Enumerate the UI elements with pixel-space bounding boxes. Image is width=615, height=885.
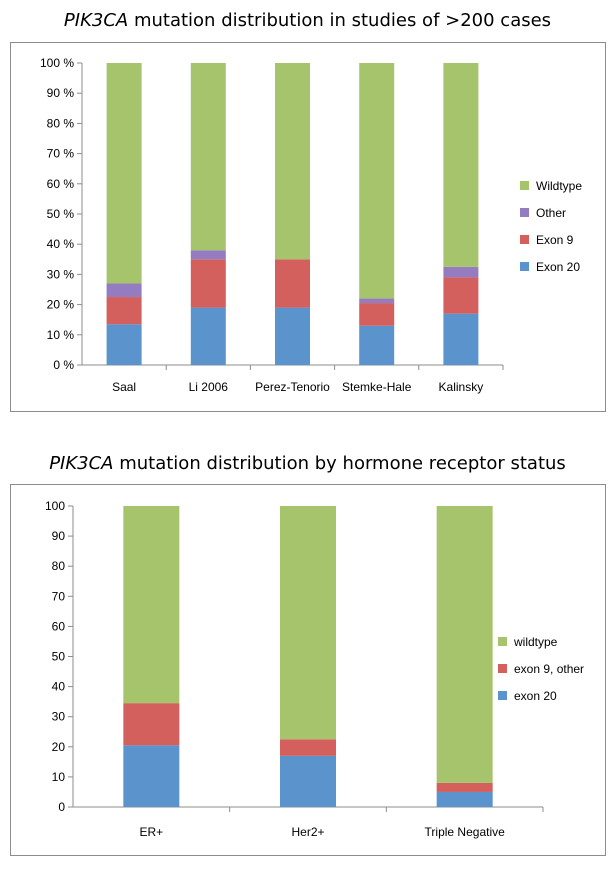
chart-title-text: mutation distribution in studies of >200… <box>128 10 552 31</box>
legend-label: exon 9, other <box>514 662 584 676</box>
y-tick-label: 100 % <box>40 56 74 70</box>
legend-label: Other <box>536 206 566 220</box>
y-tick-label: 10 <box>52 770 66 784</box>
bar-segment-wildtype <box>443 63 479 267</box>
chart-title: PIK3CA mutation distribution in studies … <box>0 10 615 31</box>
bar-segment-exon-20 <box>106 324 142 365</box>
bar-segment-wildtype <box>436 506 493 783</box>
bar-segment-exon-20 <box>280 755 336 807</box>
studies-chart-frame: 0 % 10 % 20 % 30 % 40 % 50 % 60 % 70 % 80 % 90 % 1… <box>10 42 606 412</box>
y-tick-label: 80 <box>52 559 66 573</box>
y-tick-label: 40 <box>52 680 66 694</box>
legend-swatch <box>498 637 507 646</box>
legend-swatch <box>520 235 529 244</box>
bar-segment-exon-9-other <box>280 739 336 756</box>
bar-segment-other <box>359 298 395 304</box>
bar-segment-exon-9-other <box>436 782 493 792</box>
y-tick-label: 30 % <box>47 267 75 281</box>
x-category-label: Saal <box>112 380 136 394</box>
legend-swatch <box>498 664 507 673</box>
y-tick-label: 90 % <box>47 86 75 100</box>
receptor-chart-frame: 0 10 20 30 40 50 60 70 80 90 100 ER+ Her2+ Triple Neg… <box>10 484 606 856</box>
bar-segment-wildtype <box>190 63 226 251</box>
receptor-stacked-bar-chart: 0 10 20 30 40 50 60 70 80 90 100 ER+ Her2+ Triple Neg… <box>45 499 584 839</box>
studies-stacked-bar-chart: 0 % 10 % 20 % 30 % 40 % 50 % 60 % 70 % 80 % 90 % 1… <box>40 56 582 394</box>
bar-segment-wildtype <box>359 63 395 299</box>
x-category-label: Triple Negative <box>425 825 506 839</box>
legend-label: wildtype <box>513 635 558 649</box>
bar-segment-wildtype <box>275 63 310 260</box>
legend-label: Wildtype <box>536 179 582 193</box>
bar-segment-exon-20 <box>190 307 226 365</box>
bar-segment-wildtype <box>280 506 336 740</box>
y-tick-label: 70 <box>52 589 66 603</box>
y-tick-label: 30 <box>52 710 66 724</box>
y-tick-label: 100 <box>45 499 65 513</box>
bar-segment-exon-20 <box>443 313 479 365</box>
bar-segment-wildtype <box>106 63 142 284</box>
y-tick-label: 90 <box>52 529 66 543</box>
bar-segment-exon-9 <box>359 303 395 326</box>
y-tick-label: 50 <box>52 650 66 664</box>
bar-segment-exon-9-other <box>123 703 180 746</box>
y-tick-label: 0 <box>58 800 65 814</box>
bar-segment-exon-9 <box>443 277 479 314</box>
chart-title-gene: PIK3CA <box>49 453 114 474</box>
bar-segment-exon-20 <box>123 745 180 807</box>
legend-label: Exon 20 <box>536 260 580 274</box>
bar-segment-exon-9 <box>190 259 226 308</box>
x-category-label: Li 2006 <box>189 380 229 394</box>
legend-label: Exon 9 <box>536 233 574 247</box>
x-category-label: Kalinsky <box>439 380 484 394</box>
x-category-label: Her2+ <box>291 825 324 839</box>
bar-segment-other <box>190 250 226 260</box>
y-tick-label: 80 % <box>47 116 75 130</box>
bar-segment-exon-9 <box>275 259 310 308</box>
chart-title: PIK3CA mutation distribution by hormone … <box>0 453 615 474</box>
y-tick-label: 70 % <box>47 147 75 161</box>
legend-swatch <box>520 181 529 190</box>
y-tick-label: 20 % <box>47 298 75 312</box>
bar-segment-other <box>106 283 142 298</box>
y-tick-label: 0 % <box>53 358 74 372</box>
legend-swatch <box>520 208 529 217</box>
bar-segment-exon-9 <box>106 297 142 325</box>
y-tick-label: 20 <box>52 740 66 754</box>
y-tick-label: 40 % <box>47 237 75 251</box>
y-tick-label: 10 % <box>47 328 75 342</box>
bar-segment-exon-20 <box>436 791 493 807</box>
legend-swatch <box>520 262 529 271</box>
chart-title-text: mutation distribution by hormone recepto… <box>113 453 566 474</box>
bar-segment-exon-20 <box>275 307 310 365</box>
bar-segment-other <box>443 266 479 278</box>
bar-segment-wildtype <box>123 506 180 704</box>
y-tick-label: 60 % <box>47 177 75 191</box>
y-tick-label: 50 % <box>47 207 75 221</box>
bar-segment-exon-20 <box>359 325 395 365</box>
x-category-label: Perez-Tenorio <box>255 380 330 394</box>
legend-swatch <box>498 691 507 700</box>
y-tick-label: 60 <box>52 619 66 633</box>
legend-label: exon 20 <box>514 689 557 703</box>
x-category-label: Stemke-Hale <box>342 380 412 394</box>
x-category-label: ER+ <box>139 825 163 839</box>
chart-title-gene: PIK3CA <box>63 10 129 31</box>
